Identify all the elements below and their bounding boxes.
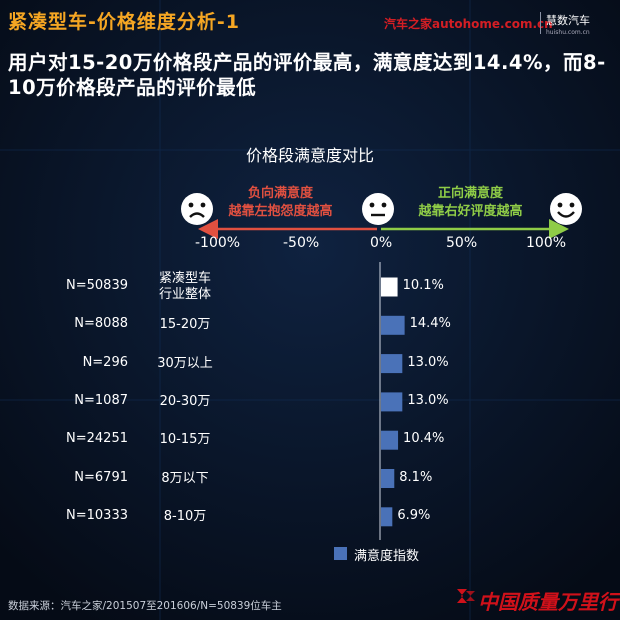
tick-label-50: 50% [446, 235, 478, 251]
category-label: 20-30万 [145, 394, 225, 410]
sample-size-label: N=50839 [66, 278, 128, 293]
category-label-line: 紧凑型车 [158, 271, 211, 286]
legend-label: 满意度指数 [354, 549, 420, 564]
sad-face-icon [181, 193, 213, 225]
footer-logo-icon [457, 589, 475, 603]
legend-swatch [334, 547, 347, 560]
category-label-line: 15-20万 [159, 317, 211, 333]
bar-value-label: 13.0% [407, 392, 449, 408]
brand-divider [540, 12, 541, 34]
footer-brand: 中国质量万里行 [478, 590, 618, 614]
positive-scale-line2: 越靠右好评度越高 [418, 204, 523, 219]
bar-value-label: 13.0% [407, 354, 449, 370]
bar [381, 392, 403, 412]
category-label-line: 20-30万 [159, 393, 211, 409]
sample-size-label: N=24251 [66, 431, 128, 447]
bar-value-label: 8.1% [399, 469, 433, 485]
category-label-line: 8万以下 [161, 470, 209, 486]
huishu-logo: 慧数汽车 huishu.com.cn [546, 12, 590, 36]
category-label-line: 10-15万 [159, 432, 211, 448]
category-label: 10-15万 [145, 432, 225, 448]
bar-value-label: 10.4% [403, 431, 445, 447]
tick-label-100: 100% [526, 235, 567, 251]
data-source: 数据来源：汽车之家/201507至201606/N=50839位车主 [8, 600, 282, 612]
autohome-logo: 汽车之家autohome.com.cn [384, 17, 553, 31]
sample-size-label: N=1087 [74, 392, 128, 408]
tick-label-neg100: -100% [195, 235, 241, 251]
happy-face-icon [550, 193, 582, 225]
category-label: 15-20万 [145, 317, 225, 333]
negative-scale-line1: 负向满意度 [247, 186, 313, 201]
category-label-line: 30万以上 [157, 355, 213, 371]
bar [381, 277, 398, 297]
huishu-logo-subtext: huishu.com.cn [546, 29, 590, 36]
category-label: 紧凑型车 行业整体 [145, 271, 225, 303]
bar [381, 469, 395, 488]
sample-size-label: N=6791 [74, 469, 128, 485]
positive-scale-label: 正向满意度 越靠右好评度越高 [408, 185, 533, 221]
page-title: 紧凑型车-价格维度分析-1 [8, 11, 240, 33]
tick-label-0: 0% [370, 235, 393, 251]
category-label: 8万以下 [145, 471, 225, 487]
category-label-line: 8-10万 [163, 508, 207, 524]
sample-size-label: N=10333 [66, 507, 128, 523]
bar [381, 430, 399, 450]
chart-title: 价格段满意度对比 [245, 146, 374, 165]
negative-scale-label: 负向满意度 越靠左抱怨度越高 [208, 185, 353, 221]
category-label: 30万以上 [145, 356, 225, 372]
positive-scale-line1: 正向满意度 [437, 186, 503, 201]
bar-value-label: 6.9% [397, 507, 431, 523]
huishu-logo-text: 慧数汽车 [546, 14, 590, 27]
category-label-line: 行业整体 [158, 287, 211, 302]
sample-size-label: N=296 [82, 354, 128, 370]
bar-value-label: 10.1% [402, 278, 444, 293]
negative-scale-line2: 越靠左抱怨度越高 [228, 204, 333, 219]
bar [381, 354, 403, 374]
bar-value-label: 14.4% [409, 316, 451, 332]
bar [381, 315, 405, 335]
headline: 用户对15-20万价格段产品的评价最高，满意度达到14.4%，而8-10万价格段… [8, 51, 606, 99]
category-label: 8-10万 [145, 509, 225, 525]
sample-size-label: N=8088 [74, 316, 128, 332]
neutral-face-icon [362, 193, 394, 225]
bar [381, 507, 393, 527]
tick-label-neg50: -50% [283, 235, 320, 251]
